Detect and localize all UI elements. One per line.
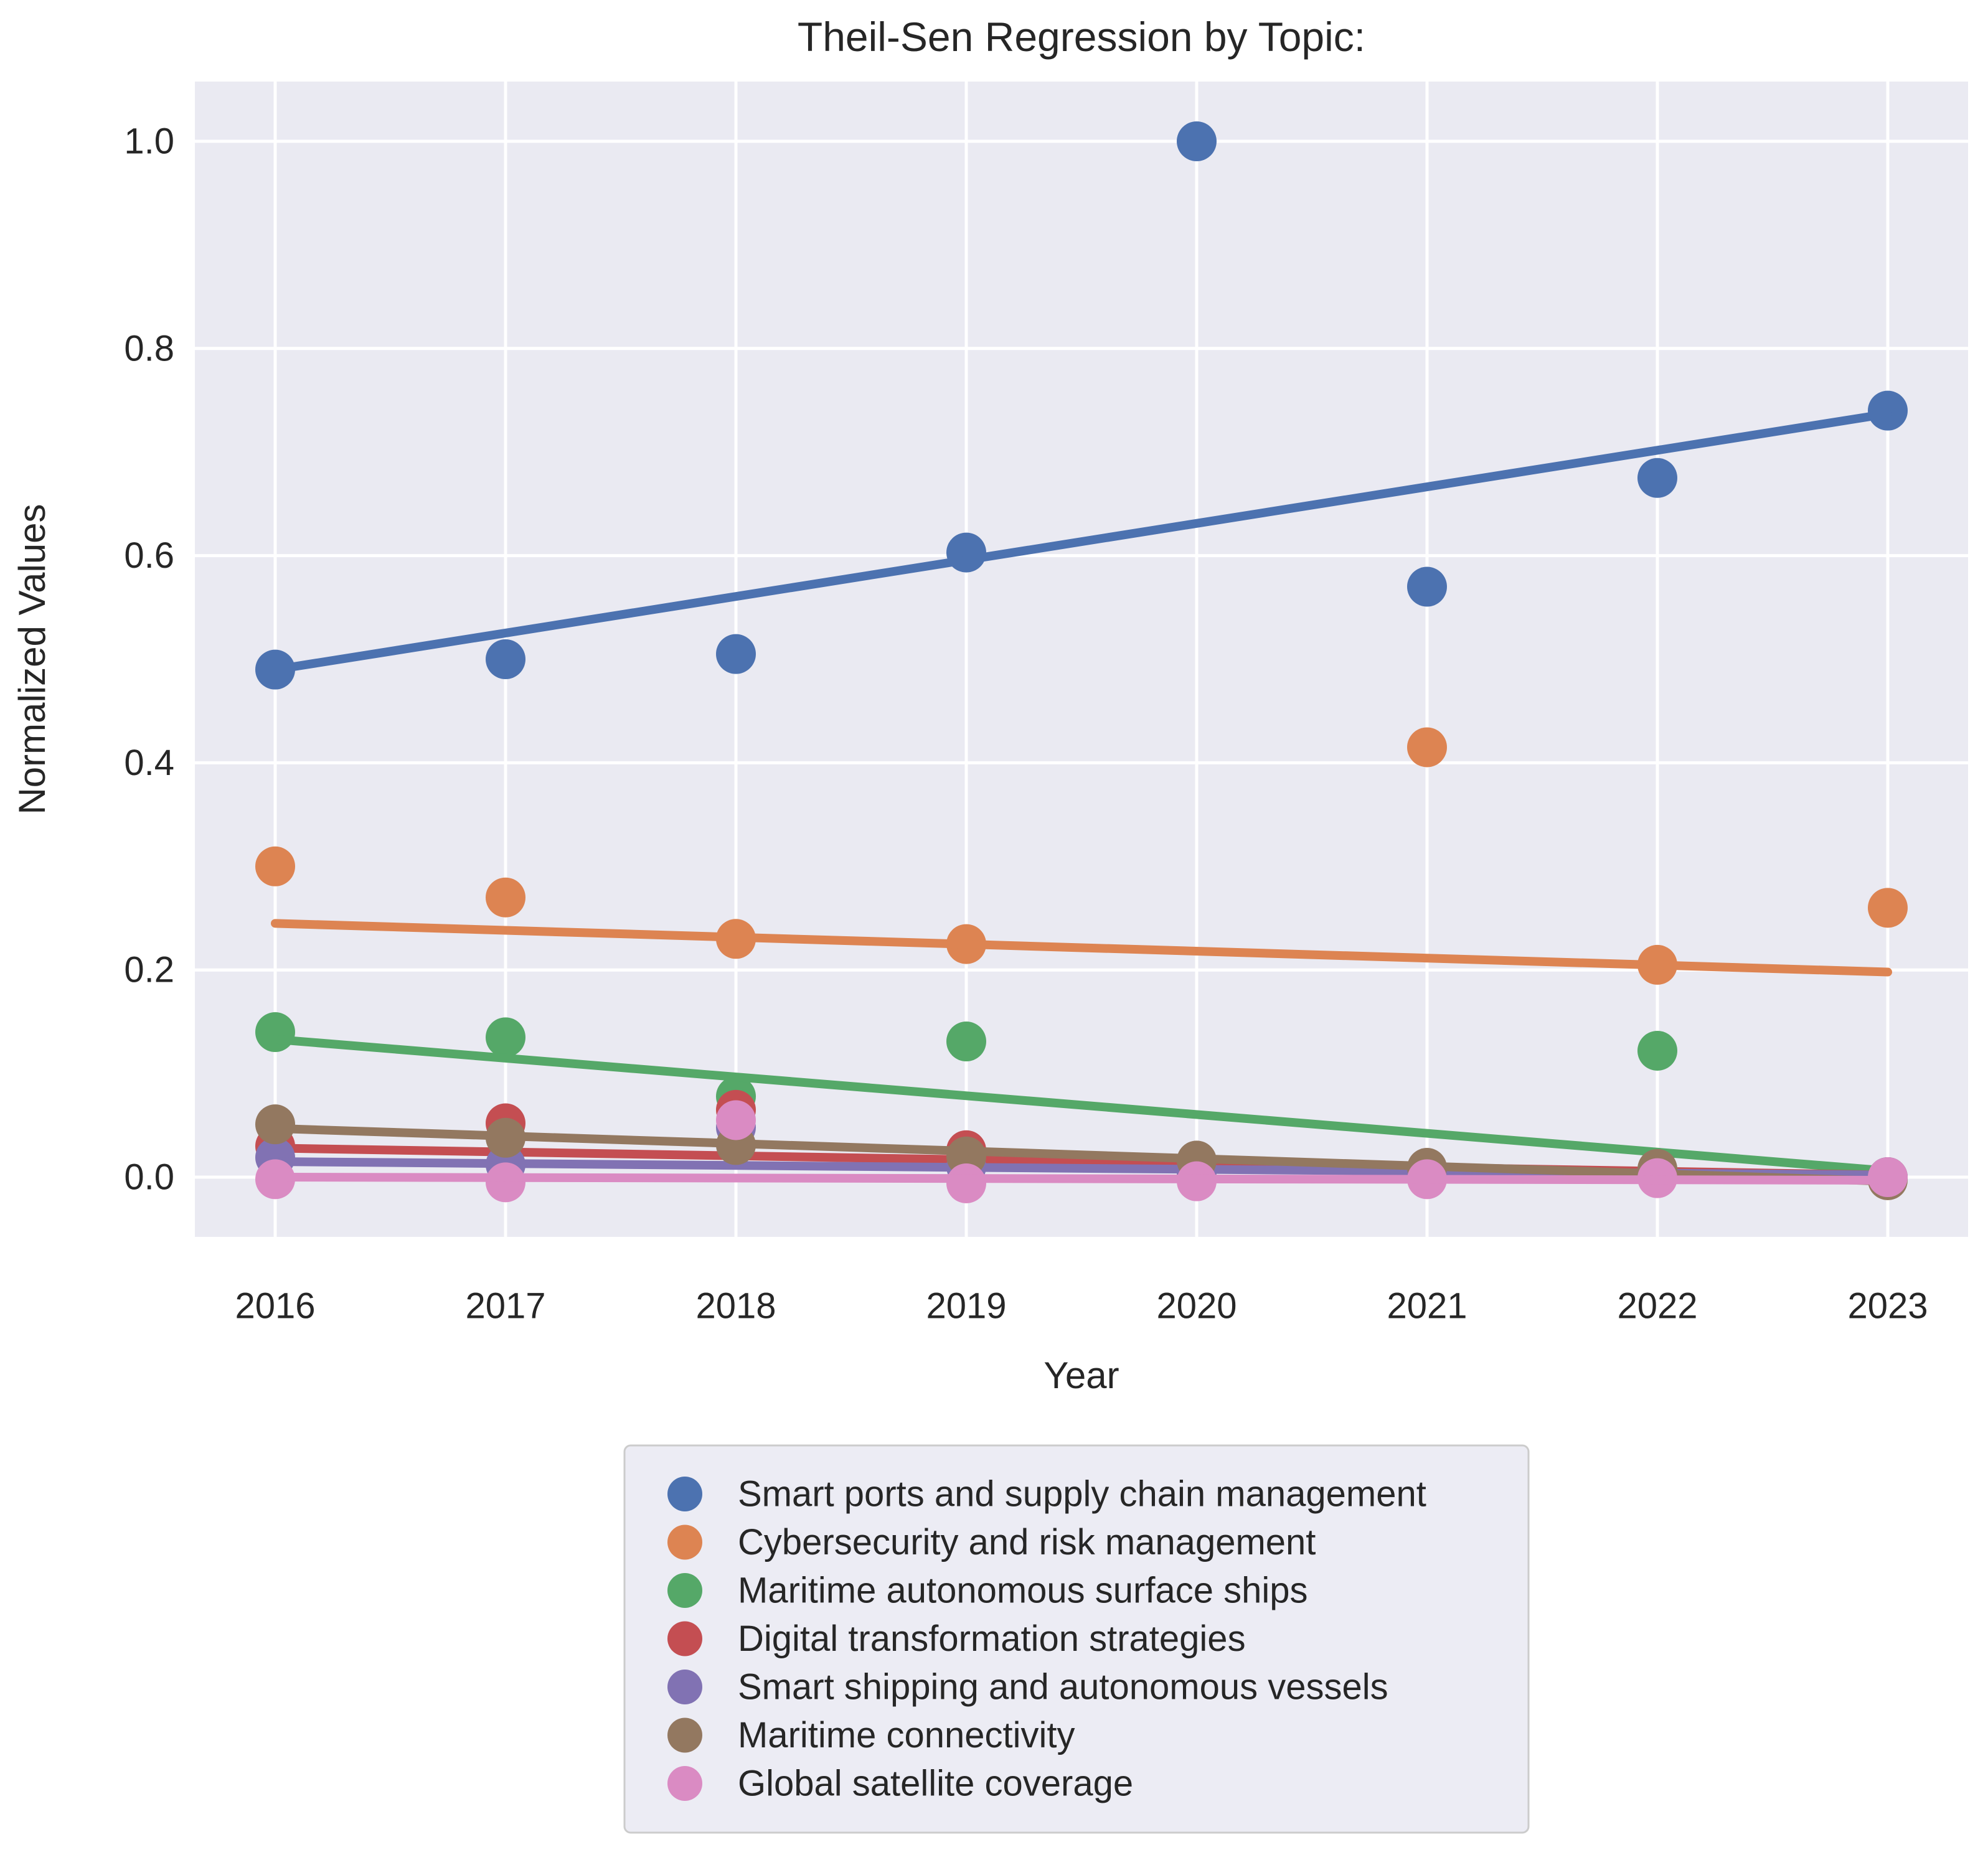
y-tick-label: 0.8 — [124, 328, 174, 369]
data-series — [255, 121, 1908, 1203]
y-tick-label: 0.4 — [124, 743, 174, 783]
x-tick-label: 2021 — [1387, 1286, 1467, 1327]
trend-line — [271, 1173, 1892, 1185]
legend-marker-icon — [667, 1573, 702, 1608]
legend-marker-icon — [667, 1524, 702, 1560]
legend-marker-icon — [667, 1766, 702, 1801]
legend-label: Cybersecurity and risk management — [738, 1522, 1316, 1562]
x-tick-label: 2017 — [465, 1286, 545, 1327]
data-point — [255, 846, 295, 886]
legend-marker-icon — [667, 1670, 702, 1704]
data-point — [716, 634, 756, 674]
data-point — [946, 1022, 986, 1062]
legend: Smart ports and supply chain management C… — [623, 1444, 1530, 1834]
x-tick-label: 2020 — [1156, 1286, 1237, 1327]
data-point — [1407, 727, 1447, 768]
y-axis-label: Normalized Values — [11, 504, 53, 814]
trend-line — [271, 1124, 1892, 1186]
series-cybersecurity-and-risk-management — [255, 727, 1908, 1197]
x-tick-label: 2023 — [1847, 1286, 1928, 1327]
x-tick-label: 2016 — [235, 1286, 315, 1327]
y-tick-label: 0.6 — [124, 535, 174, 576]
x-tick-label: 2022 — [1617, 1286, 1697, 1327]
data-point — [946, 1163, 986, 1203]
legend-box — [623, 1444, 1530, 1834]
legend-label: Maritime connectivity — [738, 1715, 1075, 1755]
legend-item: Smart shipping and autonomous vessels — [667, 1667, 1388, 1708]
legend-label: Smart shipping and autonomous vessels — [738, 1667, 1388, 1708]
trend-line — [271, 409, 1892, 674]
series-smart-ports-and-supply-chain-management — [255, 121, 1908, 690]
legend-item: Digital transformation strategies — [667, 1618, 1246, 1659]
legend-item: Maritime autonomous surface ships — [667, 1571, 1308, 1611]
series-global-satellite-coverage — [255, 1100, 1908, 1203]
y-tick-label: 1.0 — [124, 121, 174, 162]
data-point — [486, 1017, 525, 1058]
legend-label: Global satellite coverage — [738, 1764, 1133, 1804]
legend-item: Cybersecurity and risk management — [667, 1522, 1316, 1562]
data-point — [1407, 566, 1447, 607]
legend-label: Digital transformation strategies — [738, 1618, 1246, 1659]
legend-item: Global satellite coverage — [667, 1764, 1133, 1804]
data-point — [486, 639, 525, 679]
x-tick-label: 2018 — [695, 1286, 776, 1327]
y-tick-label: 0.2 — [124, 950, 174, 990]
x-tick-label: 2019 — [926, 1286, 1006, 1327]
legend-marker-icon — [667, 1621, 702, 1656]
x-axis-label: Year — [1043, 1355, 1119, 1396]
legend-label: Smart ports and supply chain management — [738, 1474, 1426, 1515]
legend-marker-icon — [667, 1717, 702, 1753]
data-point — [1637, 1030, 1677, 1071]
y-tick-label: 0.0 — [124, 1157, 174, 1198]
trend-line — [271, 1035, 1892, 1176]
data-point — [486, 1162, 525, 1203]
data-point — [255, 1012, 295, 1053]
plot-area — [195, 82, 1968, 1237]
data-point — [1637, 458, 1677, 498]
axis-ticks: 0.0 0.2 0.4 0.6 0.8 1.0 2016 2017 2018 2019 2020 20… — [124, 121, 1928, 1327]
legend-item: Smart ports and supply chain management — [667, 1474, 1426, 1515]
legend-marker-icon — [667, 1477, 702, 1511]
legend-label: Maritime autonomous surface ships — [738, 1571, 1308, 1611]
data-point — [1868, 888, 1908, 928]
plot-background — [195, 82, 1968, 1237]
data-point — [1177, 121, 1217, 161]
data-point — [486, 877, 525, 918]
chart-title: Theil-Sen Regression by Topic: — [798, 14, 1365, 60]
data-point — [716, 1100, 756, 1140]
legend-item: Maritime connectivity — [667, 1715, 1075, 1755]
trend-line — [271, 919, 1892, 977]
